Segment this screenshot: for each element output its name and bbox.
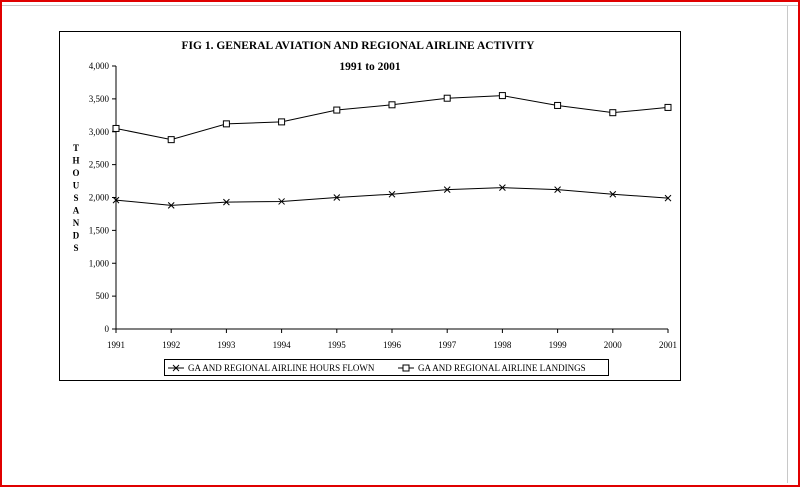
x-tick-label: 1997	[438, 340, 457, 350]
x-tick-label: 1996	[383, 340, 402, 350]
series-point	[222, 120, 230, 128]
series-point	[554, 101, 562, 109]
chart-subtitle: 1991 to 2001	[339, 61, 401, 73]
series-point	[112, 196, 120, 204]
series-point	[278, 198, 285, 205]
y-tick-label: 3,500	[89, 94, 110, 104]
y-axis-label-letter: U	[73, 181, 80, 191]
chart-container	[59, 31, 681, 381]
y-axis-label-letter: O	[72, 168, 79, 178]
series-point	[664, 194, 672, 202]
x-tick-label: 1991	[107, 340, 125, 350]
series-point	[499, 184, 506, 191]
y-tick-label: 2,000	[89, 193, 110, 203]
x-tick-label: 1999	[549, 340, 568, 350]
y-axis-label-letter: A	[73, 206, 80, 216]
y-axis-label-letter: D	[73, 231, 80, 241]
x-tick-label: 1994	[273, 340, 292, 350]
series-point	[443, 186, 451, 193]
legend-label: GA AND REGIONAL AIRLINE LANDINGS	[418, 363, 586, 373]
y-axis-label-letter: T	[73, 143, 79, 153]
series-point	[664, 103, 672, 111]
y-axis-label-letter: S	[73, 243, 78, 253]
chart-title: FIG 1. GENERAL AVIATION AND REGIONAL AIR…	[182, 40, 536, 52]
legend-box	[164, 359, 609, 376]
series-point	[609, 109, 617, 117]
x-tick-label: 2001	[659, 340, 677, 350]
series-line	[115, 187, 669, 206]
series-point	[554, 186, 561, 193]
series-point	[333, 106, 341, 114]
series-point	[172, 364, 180, 372]
right-divider	[787, 5, 788, 483]
y-axis-label-letter: H	[72, 156, 79, 166]
y-axis-label-letter: N	[73, 218, 80, 228]
y-tick-label: 3,000	[89, 127, 110, 137]
y-tick-label: 2,500	[89, 160, 110, 170]
series-group	[112, 92, 672, 209]
x-tick-label: 1992	[162, 340, 180, 350]
legend: GA AND REGIONAL AIRLINE HOURS FLOWN GA AN…	[168, 363, 586, 373]
x-tick-label: 1995	[328, 340, 347, 350]
axes: 0 500 1,000 1,500 2,000 2,500 3,000 3,500 4,000 1…	[89, 61, 677, 350]
series-point	[609, 190, 617, 198]
series-point	[498, 92, 506, 100]
y-tick-label: 1,500	[89, 225, 110, 235]
series-point	[388, 190, 396, 198]
series-point	[402, 364, 410, 372]
x-tick-label: 2000	[604, 340, 623, 350]
series-point	[167, 202, 175, 209]
legend-label: GA AND REGIONAL AIRLINE HOURS FLOWN	[188, 363, 375, 373]
y-axis-label-letter: S	[73, 193, 78, 203]
series-point	[278, 118, 286, 126]
top-divider	[2, 5, 798, 6]
series-point	[333, 194, 341, 201]
series-point	[223, 198, 230, 206]
series-point	[388, 101, 396, 109]
y-tick-label: 1,000	[89, 258, 110, 268]
series-point	[443, 94, 451, 102]
x-tick-label: 1998	[493, 340, 512, 350]
series-point	[167, 136, 175, 144]
y-tick-label: 4,000	[89, 61, 110, 71]
y-tick-label: 500	[96, 291, 110, 301]
y-tick-label: 0	[105, 324, 110, 334]
series-point	[112, 124, 120, 132]
x-tick-label: 1993	[217, 340, 236, 350]
